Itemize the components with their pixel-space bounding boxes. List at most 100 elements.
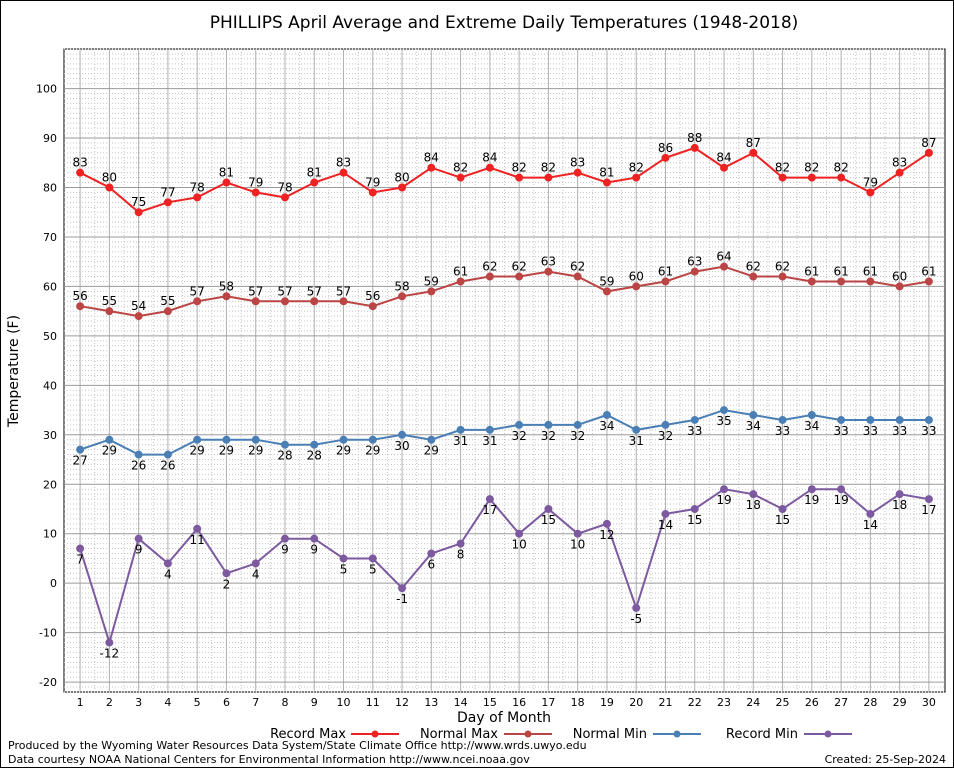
x-tick-label: 8: [281, 696, 288, 709]
data-label: 75: [131, 195, 146, 209]
data-point: [251, 435, 260, 444]
data-label: 58: [219, 279, 234, 293]
data-label: 29: [424, 444, 439, 458]
x-tick-label: 25: [776, 696, 790, 709]
x-tick-label: 27: [834, 696, 848, 709]
data-point: [485, 163, 494, 172]
legend-label: Record Min: [726, 727, 798, 742]
data-point: [456, 425, 465, 434]
data-point: [778, 415, 787, 424]
data-point: [573, 272, 582, 281]
data-label: 80: [394, 170, 409, 184]
y-tick-label: -20: [39, 676, 57, 689]
data-point: [427, 287, 436, 296]
data-label: -1: [396, 592, 408, 606]
data-point: [251, 188, 260, 197]
data-point: [368, 188, 377, 197]
data-point: [690, 143, 699, 152]
data-label: 61: [804, 264, 819, 278]
data-point: [163, 559, 172, 568]
series-record-min: 7 -12 9 4 11 2 4 9 9 5 5 -1 6 8 17 10 15 10 12 -5 14 15 19 18 15…: [76, 485, 937, 661]
data-label: 82: [833, 161, 848, 175]
data-point: [105, 307, 114, 316]
data-label: 26: [131, 459, 146, 473]
data-point: [310, 297, 319, 306]
data-point: [807, 411, 816, 420]
data-label: 33: [892, 424, 907, 438]
y-tick-label: 60: [43, 280, 57, 293]
x-tick-label: 12: [395, 696, 409, 709]
data-point: [837, 415, 846, 424]
data-label: 32: [541, 429, 556, 443]
data-label: 35: [716, 414, 731, 428]
x-tick-label: 7: [252, 696, 259, 709]
y-tick-label: 30: [43, 429, 57, 442]
data-point: [398, 292, 407, 301]
y-tick-label: 100: [36, 83, 57, 96]
data-label: 8: [457, 548, 465, 562]
data-label: 60: [892, 269, 907, 283]
grid: [64, 48, 945, 693]
data-label: 32: [511, 429, 526, 443]
data-label: 33: [775, 424, 790, 438]
data-point: [485, 425, 494, 434]
data-label: 81: [307, 166, 322, 180]
data-point: [193, 524, 202, 533]
data-point: [222, 292, 231, 301]
data-point: [485, 272, 494, 281]
data-point: [573, 529, 582, 538]
data-point: [690, 415, 699, 424]
data-point: [866, 415, 875, 424]
data-label: 59: [599, 274, 614, 288]
data-point: [368, 302, 377, 311]
x-tick-label: 28: [863, 696, 877, 709]
data-point: [544, 504, 553, 513]
data-label: 82: [775, 161, 790, 175]
data-label: 18: [746, 498, 761, 512]
data-point: [105, 435, 114, 444]
chart-title: PHILLIPS April Average and Extreme Daily…: [210, 13, 799, 33]
data-label: 88: [687, 131, 702, 145]
data-label: 29: [219, 444, 234, 458]
data-point: [193, 297, 202, 306]
data-label: 61: [453, 264, 468, 278]
x-tick-label: 11: [366, 696, 380, 709]
data-label: 54: [131, 299, 146, 313]
data-point: [368, 435, 377, 444]
data-label: 84: [424, 151, 439, 165]
data-point: [661, 509, 670, 518]
data-point: [602, 519, 611, 528]
data-point: [720, 406, 729, 415]
data-point: [749, 272, 758, 281]
data-point: [76, 544, 85, 553]
data-label: 14: [863, 518, 878, 532]
data-point: [163, 307, 172, 316]
data-label: 79: [863, 175, 878, 189]
data-point: [544, 173, 553, 182]
data-point: [398, 183, 407, 192]
footer-credit-line-1: Produced by the Wyoming Water Resources …: [8, 739, 587, 752]
data-label: 82: [511, 161, 526, 175]
x-tick-label: 6: [223, 696, 230, 709]
data-label: 82: [541, 161, 556, 175]
data-point: [515, 420, 524, 429]
data-point: [427, 435, 436, 444]
data-label: 58: [394, 279, 409, 293]
data-label: 30: [394, 439, 409, 453]
data-label: 62: [511, 260, 526, 274]
data-label: 29: [248, 444, 263, 458]
data-point: [632, 425, 641, 434]
x-tick-label: 30: [922, 696, 936, 709]
data-label: 82: [453, 161, 468, 175]
data-point: [105, 638, 114, 647]
data-point: [310, 440, 319, 449]
data-label: 62: [775, 260, 790, 274]
data-label: 19: [804, 493, 819, 507]
data-label: 9: [135, 543, 143, 557]
data-point: [280, 193, 289, 202]
data-label: 80: [102, 170, 117, 184]
data-point: [339, 435, 348, 444]
